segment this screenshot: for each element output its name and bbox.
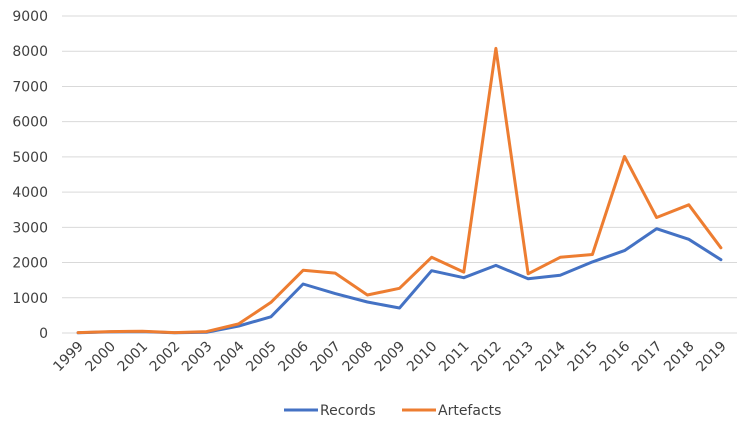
x-tick-label: 2000 xyxy=(83,339,120,376)
x-tick-label: 2015 xyxy=(565,339,602,376)
legend-label-artefacts: Artefacts xyxy=(438,403,501,419)
x-tick-label: 2002 xyxy=(147,339,184,376)
x-tick-label: 2001 xyxy=(115,339,152,376)
y-tick-label: 3000 xyxy=(12,220,48,236)
x-tick-label: 2008 xyxy=(340,339,377,376)
x-tick-label: 2011 xyxy=(436,339,473,376)
x-tick-label: 2007 xyxy=(308,339,345,376)
x-tick-label: 2018 xyxy=(661,339,698,376)
series-line-records xyxy=(76,227,723,335)
y-tick-label: 2000 xyxy=(12,256,48,272)
x-tick-label: 2017 xyxy=(629,339,666,376)
y-axis: 0 1000 2000 3000 4000 5000 6000 7000 8000 9000 xyxy=(12,9,48,342)
x-tick-label: 2016 xyxy=(597,338,634,375)
x-tick-label: 2006 xyxy=(275,338,312,375)
x-tick-label: 2010 xyxy=(404,339,441,376)
y-tick-label: 0 xyxy=(39,326,48,342)
legend-label-records: Records xyxy=(320,403,376,419)
y-tick-label: 4000 xyxy=(12,185,48,201)
y-tick-label: 6000 xyxy=(12,115,48,131)
x-tick-label: 2009 xyxy=(372,339,409,376)
x-tick-label: 2013 xyxy=(500,339,537,376)
legend: Records Artefacts xyxy=(284,403,501,419)
x-tick-label: 1999 xyxy=(50,339,87,376)
gridlines xyxy=(62,15,737,334)
x-tick-label: 2014 xyxy=(533,338,570,375)
x-tick-label: 2004 xyxy=(211,338,248,375)
x-tick-label: 2005 xyxy=(243,339,280,376)
x-axis: 1999200020012002200320042005200620072008… xyxy=(50,338,729,375)
x-tick-label: 2003 xyxy=(179,339,216,376)
series-line-artefacts xyxy=(76,46,723,335)
y-tick-label: 7000 xyxy=(12,79,48,95)
y-tick-label: 8000 xyxy=(12,44,48,60)
y-tick-label: 5000 xyxy=(12,150,48,166)
series-lines xyxy=(76,46,723,335)
x-tick-label: 2019 xyxy=(693,339,730,376)
x-tick-label: 2012 xyxy=(468,339,505,376)
y-tick-label: 1000 xyxy=(12,291,48,307)
y-tick-label: 9000 xyxy=(12,9,48,25)
